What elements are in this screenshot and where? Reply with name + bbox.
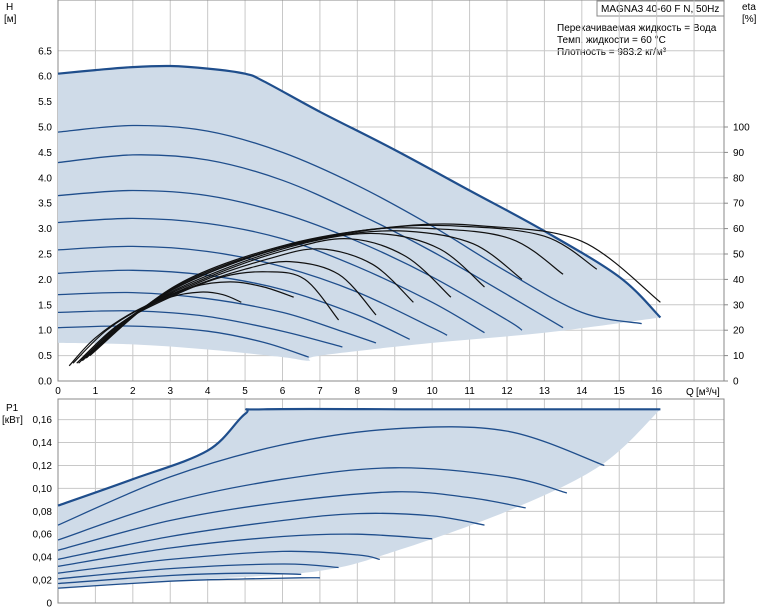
eta-tick-label: 80 [733, 173, 745, 184]
x-tick-label: 5 [242, 386, 248, 397]
y-tick-label: 0,02 [33, 576, 53, 587]
speed-curve [57, 310, 343, 348]
eta-tick-label: 70 [733, 199, 745, 210]
head-curves [57, 124, 642, 358]
power-envelope [57, 407, 661, 590]
flow-axis-label: Q [686, 387, 694, 398]
head-ticks: 0 1 2 3 4 5 6 7 8 9 10 11 12 13 14 15 160.00.51.01.52.02… [38, 46, 750, 397]
density-label: Плотность = 983.2 кг/м³ [557, 47, 667, 58]
eta-tick-label: 10 [733, 351, 745, 362]
eta-tick-label: 0 [733, 377, 739, 388]
speed-curve [57, 269, 410, 340]
y-tick-label: 6.0 [38, 72, 52, 83]
x-tick-label: 7 [317, 386, 323, 397]
y-tick-label: 2.0 [38, 275, 52, 286]
x-tick-label: 11 [464, 386, 475, 397]
y-tick-label: 0,14 [33, 438, 53, 449]
x-tick-label: 9 [392, 386, 398, 397]
y-tick-label: 0,06 [33, 530, 53, 541]
flow-axis-unit: [м³/ч] [696, 387, 720, 398]
efficiency-curves [68, 223, 661, 367]
y-tick-label: 0,08 [33, 507, 53, 518]
speed-curve [57, 550, 380, 574]
eta-tick-label: 50 [733, 250, 745, 261]
x-tick-label: 2 [130, 386, 136, 397]
envelope-area [58, 408, 661, 590]
speed-curve [57, 563, 339, 580]
speed-curve [57, 189, 523, 331]
y-tick-label: 0,16 [33, 415, 53, 426]
eta-tick-label: 60 [733, 224, 745, 235]
eta-tick-label: 20 [733, 326, 745, 337]
speed-curve [57, 291, 377, 344]
power-curves [57, 426, 605, 589]
efficiency-curve [91, 223, 661, 354]
eta-tick-label: 90 [733, 148, 745, 159]
x-tick-label: 14 [576, 386, 588, 397]
x-tick-label: 6 [280, 386, 286, 397]
y-tick-label: 6.5 [38, 46, 52, 57]
y-tick-label: 0.0 [38, 377, 52, 388]
power-ticks: 0 0,02 0,04 0,06 0,08 0,10 0,12 0,14 0,16 [33, 415, 53, 609]
speed-curve [57, 467, 568, 541]
plot-frame [57, 398, 725, 604]
speed-curve [57, 572, 302, 585]
eta-tick-label: 100 [733, 123, 750, 134]
speed-curve [57, 245, 448, 336]
speed-curve [57, 426, 605, 526]
liquid-label: Перекачиваемая жидкость = Вода [557, 23, 717, 34]
y-tick-label: 1.0 [38, 326, 52, 337]
speed-curve [57, 154, 564, 329]
eta-tick-label: 40 [733, 275, 745, 286]
temp-label: Темп. жидкости = 60 °C [557, 35, 666, 46]
model-label: MAGNA3 40-60 F N, 50Hz [601, 4, 719, 15]
speed-curve [57, 124, 642, 325]
speed-curve [57, 533, 433, 567]
y-tick-label: 0,10 [33, 484, 53, 495]
x-tick-label: 12 [501, 386, 513, 397]
y-tick-label: 0.5 [38, 351, 52, 362]
power-axis-unit: [кВт] [2, 415, 23, 426]
x-tick-label: 4 [205, 386, 211, 397]
y-tick-label: 2.5 [38, 250, 52, 261]
x-tick-label: 15 [614, 386, 626, 397]
eta-axis-unit: [%] [742, 14, 757, 25]
x-tick-label: 16 [651, 386, 663, 397]
eta-axis-label: eta [742, 2, 756, 13]
y-tick-label: 0,12 [33, 461, 53, 472]
speed-curve [57, 217, 485, 334]
envelope-area [58, 65, 661, 361]
eta-tick-label: 30 [733, 300, 745, 311]
y-tick-label: 5.5 [38, 97, 52, 108]
y-tick-label: 4.5 [38, 148, 52, 159]
y-tick-label: 1.5 [38, 300, 52, 311]
head-axis-label: H [6, 2, 13, 13]
power-axis-label: P1 [6, 403, 19, 414]
x-tick-label: 1 [93, 386, 99, 397]
y-tick-label: 4.0 [38, 173, 52, 184]
speed-curve [57, 577, 320, 589]
y-tick-label: 3.5 [38, 199, 52, 210]
speed-curve [57, 512, 485, 561]
head-envelope [57, 64, 662, 361]
y-tick-label: 5.0 [38, 123, 52, 134]
x-tick-label: 3 [167, 386, 173, 397]
x-tick-label: 0 [55, 386, 61, 397]
x-tick-label: 13 [539, 386, 551, 397]
head-axis-unit: [м] [4, 14, 17, 25]
envelope-max-line [57, 407, 661, 507]
y-tick-label: 0 [46, 599, 52, 610]
speed-curve [57, 491, 526, 551]
x-tick-label: 8 [355, 386, 361, 397]
y-tick-label: 3.0 [38, 224, 52, 235]
x-tick-label: 10 [427, 386, 439, 397]
y-tick-label: 0,04 [33, 553, 53, 564]
speed-curve [57, 325, 309, 358]
